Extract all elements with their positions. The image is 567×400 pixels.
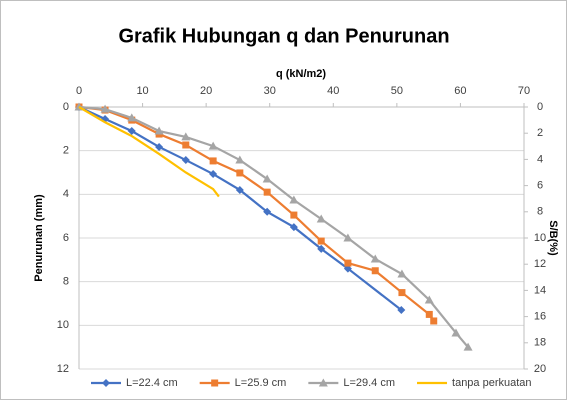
legend-label: L=29.4 cm: [343, 377, 395, 389]
marker: [317, 244, 326, 253]
marker: [397, 269, 407, 278]
x-tick-label: 30: [264, 85, 276, 97]
marker: [181, 156, 190, 165]
x-tick-label: 40: [327, 85, 339, 97]
marker: [424, 295, 434, 304]
marker: [211, 379, 219, 387]
marker: [398, 289, 406, 297]
marker: [317, 237, 325, 245]
y2-tick-label: 0: [537, 101, 543, 113]
y2-tick-label: 14: [534, 284, 546, 296]
marker: [430, 317, 438, 325]
marker: [155, 142, 164, 151]
series-line: [78, 105, 469, 348]
x-tick-label: 10: [136, 85, 148, 97]
y2-tick-label: 18: [534, 337, 546, 349]
y-tick-label: 4: [63, 188, 69, 200]
x-tick-label: 60: [454, 85, 466, 97]
y-tick-label: 6: [63, 232, 69, 244]
chart-title: Grafik Hubungan q dan Penurunan: [118, 25, 449, 47]
x-tick-label: 70: [518, 85, 530, 97]
y-tick-label: 12: [57, 363, 69, 375]
marker: [263, 207, 272, 216]
x-axis-label: q (kN/m2): [276, 68, 326, 80]
y2-axis-label: S/B(%): [547, 220, 559, 256]
marker: [371, 267, 379, 275]
marker: [463, 342, 473, 351]
marker: [102, 379, 110, 387]
marker: [290, 211, 298, 219]
marker: [370, 254, 380, 263]
y-tick-label: 0: [63, 101, 69, 113]
y2-tick-label: 10: [534, 232, 546, 244]
y2-tick-label: 16: [534, 311, 546, 323]
marker: [344, 259, 352, 267]
marker: [127, 127, 136, 136]
marker: [263, 188, 271, 196]
y-axis-label: Penurunan (mm): [33, 194, 45, 282]
marker: [182, 141, 190, 149]
marker: [235, 155, 245, 164]
marker: [397, 306, 406, 315]
marker: [100, 104, 110, 113]
marker: [425, 310, 433, 318]
marker: [451, 328, 461, 337]
marker: [262, 174, 272, 183]
marker: [316, 214, 326, 223]
y-tick-label: 2: [63, 145, 69, 157]
x-tick-label: 50: [391, 85, 403, 97]
series-line: [78, 106, 220, 198]
y2-tick-label: 20: [534, 363, 546, 375]
marker: [127, 113, 137, 122]
marker: [209, 157, 217, 165]
marker: [181, 132, 191, 141]
series-line: [78, 105, 435, 322]
marker: [289, 223, 298, 232]
x-tick-label: 0: [76, 85, 82, 97]
marker: [236, 169, 244, 177]
y2-tick-label: 4: [537, 153, 543, 165]
x-tick-label: 20: [200, 85, 212, 97]
marker: [209, 170, 218, 179]
marker: [154, 126, 164, 135]
y-tick-label: 8: [63, 276, 69, 288]
marker: [343, 233, 353, 242]
series-line: [78, 106, 402, 311]
marker: [289, 195, 299, 204]
y2-tick-label: 6: [537, 180, 543, 192]
legend-label: L=22.4 cm: [126, 377, 178, 389]
marker: [208, 141, 218, 150]
legend-label: L=25.9 cm: [235, 377, 287, 389]
legend-label: tanpa perkuatan: [452, 377, 532, 389]
marker: [235, 185, 244, 194]
y-tick-label: 10: [57, 319, 69, 331]
y2-tick-label: 2: [537, 127, 543, 139]
y2-tick-label: 8: [537, 206, 543, 218]
marker: [318, 378, 328, 387]
y2-tick-label: 12: [534, 258, 546, 270]
